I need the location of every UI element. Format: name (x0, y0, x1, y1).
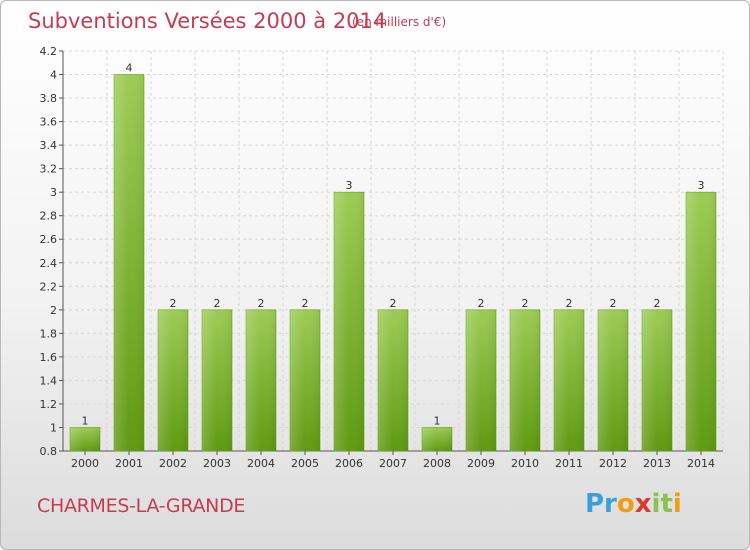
y-tick-label: 1.8 (40, 327, 58, 340)
x-tick-label: 2005 (291, 457, 319, 470)
town-name: CHARMES-LA-GRANDE (37, 495, 246, 517)
chart-title: Subventions Versées 2000 à 2014 (28, 9, 387, 33)
data-label: 2 (170, 297, 177, 310)
data-label: 2 (522, 297, 529, 310)
x-tick-label: 2013 (643, 457, 671, 470)
y-tick-label: 3.8 (40, 92, 58, 105)
y-tick-label: 3.4 (40, 139, 58, 152)
chart-unit: (en milliers d'€) (352, 15, 447, 29)
y-tick-label: 4 (50, 69, 57, 82)
bars (69, 74, 717, 452)
y-tick-label: 2.2 (40, 280, 58, 293)
x-tick-label: 2001 (115, 457, 143, 470)
y-tick-label: 3 (50, 186, 57, 199)
y-tick-label: 4.2 (40, 45, 58, 58)
x-tick-label: 2007 (379, 457, 407, 470)
y-tick-label: 2.4 (40, 257, 58, 270)
bar-shine (642, 309, 672, 451)
bar-shine (422, 427, 452, 451)
x-tick-label: 2004 (247, 457, 275, 470)
x-tick-label: 2003 (203, 457, 231, 470)
y-tick-label: 3.6 (40, 116, 58, 129)
data-label: 2 (302, 297, 309, 310)
bar-shine (114, 74, 144, 451)
labels: 1 2000 4 2001 2 2002 2 2003 2 2004 2 2005 3 2006 2 2007… (71, 62, 715, 470)
data-label: 4 (126, 62, 133, 75)
bar-shine (202, 309, 232, 451)
data-label: 2 (214, 297, 221, 310)
x-tick-label: 2012 (599, 457, 627, 470)
data-label: 2 (258, 297, 265, 310)
x-tick-label: 2000 (71, 457, 99, 470)
y-tick-label: 1 (50, 421, 57, 434)
x-tick-label: 2010 (511, 457, 539, 470)
proxiti-logo[interactable]: Proxiti (585, 489, 682, 519)
data-label: 2 (390, 297, 397, 310)
y-tick-label: 3.2 (40, 163, 58, 176)
data-label: 2 (654, 297, 661, 310)
data-label: 3 (346, 179, 353, 192)
bar-shine (70, 427, 100, 451)
x-tick-label: 2002 (159, 457, 187, 470)
data-label: 2 (478, 297, 485, 310)
data-label: 1 (82, 414, 89, 427)
y-tick-label: 2.8 (40, 210, 58, 223)
bar-shine (334, 192, 364, 452)
bar-shine (378, 309, 408, 451)
bar-shine (466, 309, 496, 451)
x-tick-label: 2008 (423, 457, 451, 470)
bar-shine (510, 309, 540, 451)
x-tick-label: 2006 (335, 457, 363, 470)
y-tick-label: 1.2 (40, 398, 58, 411)
bar-shine (554, 309, 584, 451)
bar-shine (290, 309, 320, 451)
y-tick-label: 2.6 (40, 233, 58, 246)
x-tick-label: 2014 (687, 457, 715, 470)
y-tick-label: 1.4 (40, 374, 58, 387)
y-tick-label: 1.6 (40, 351, 58, 364)
bar-shine (158, 309, 188, 451)
data-label: 3 (698, 179, 705, 192)
bar-shine (246, 309, 276, 451)
y-tick-label: 2 (50, 304, 57, 317)
data-label: 2 (610, 297, 617, 310)
data-label: 1 (434, 414, 441, 427)
x-tick-label: 2009 (467, 457, 495, 470)
bar-shine (686, 192, 716, 452)
bar-shine (598, 309, 628, 451)
y-tick-label: 0.8 (40, 445, 58, 458)
data-label: 2 (566, 297, 573, 310)
x-tick-label: 2011 (555, 457, 583, 470)
